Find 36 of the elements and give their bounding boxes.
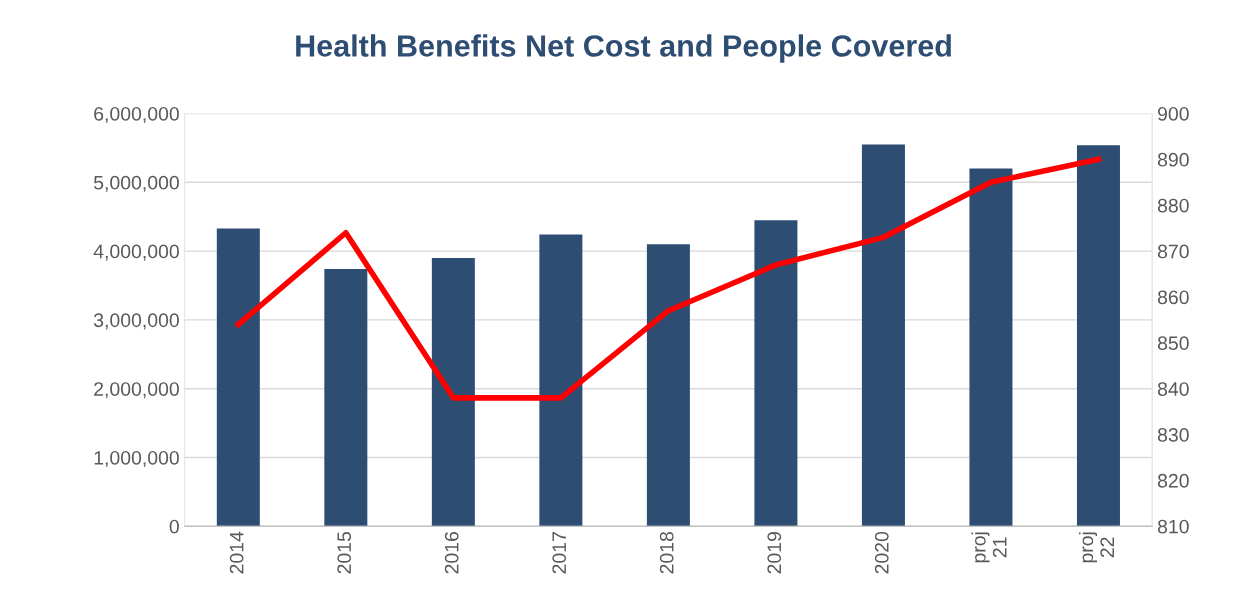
- bar: [431, 257, 475, 527]
- x-tick-label: 2020: [874, 531, 889, 574]
- y-tick-label: 2,000,000: [94, 382, 179, 399]
- y2-tick-label: 880: [1157, 198, 1189, 213]
- y2-tick-label: 810: [1157, 519, 1189, 534]
- bar: [969, 168, 1013, 527]
- x-tick-label: 2019: [767, 532, 782, 574]
- y2-tick-label: 840: [1157, 382, 1189, 396]
- bar: [216, 228, 260, 527]
- y2-tick-label: 820: [1157, 473, 1189, 488]
- y-tick-label: 3,000,000: [93, 313, 179, 330]
- y2-tick-label: 830: [1157, 428, 1189, 442]
- x-tick-label: 2018: [659, 531, 674, 574]
- bar: [324, 268, 368, 527]
- y-tick-label: 4,000,000: [93, 244, 179, 261]
- y2-tick-label: 870: [1157, 244, 1189, 259]
- y-tick-label: 6,000,000: [94, 106, 179, 124]
- bar: [646, 244, 690, 527]
- chart-title: Health Benefits Net Cost and People Covered: [296, 34, 951, 63]
- y-tick-label: 5,000,000: [93, 175, 179, 192]
- y2-tick-label: 890: [1157, 152, 1189, 167]
- bar: [754, 220, 798, 527]
- x-tick-label: 2016: [444, 531, 459, 574]
- x-tick-label: proj 21: [971, 532, 1007, 563]
- x-tick-label: 2015: [337, 531, 352, 574]
- x-tick-label: 2017: [552, 532, 567, 574]
- x-tick-label: 2014: [229, 531, 244, 574]
- x-tick-label: proj 22: [1078, 532, 1114, 563]
- y-tick-label: 0: [169, 519, 179, 534]
- y2-tick-label: 900: [1158, 106, 1189, 121]
- bar: [1076, 145, 1120, 527]
- y-tick-label: 1,000,000: [94, 450, 179, 468]
- bar: [861, 144, 905, 527]
- y2-tick-label: 860: [1157, 290, 1189, 305]
- y2-tick-label: 850: [1157, 336, 1189, 351]
- bar: [539, 234, 583, 527]
